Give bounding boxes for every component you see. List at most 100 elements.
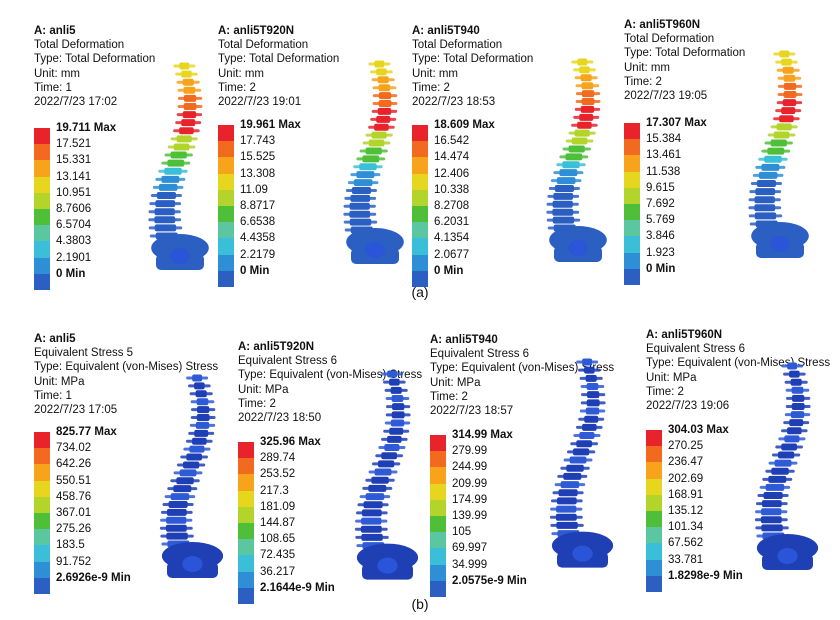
vertebra-shape xyxy=(546,200,579,208)
panel-type: Type: Equivalent (von-Mises) Stress xyxy=(34,361,219,374)
legend-label: 101.34 xyxy=(668,521,704,534)
vertebra-shape xyxy=(383,378,406,386)
vertebra-shape xyxy=(550,521,584,529)
legend-swatch xyxy=(646,430,662,447)
vertebra-shape xyxy=(550,177,582,185)
legend-label-max: 19.711 Max xyxy=(56,122,117,134)
legend-swatch xyxy=(624,155,640,172)
legend-swatch xyxy=(34,128,50,145)
vertebra-shape xyxy=(554,481,586,489)
stressed-spine-model xyxy=(754,362,819,570)
legend-swatch xyxy=(34,192,50,209)
panel-subtitle: Equivalent Stress 6 xyxy=(430,348,530,361)
vertebra-shape xyxy=(579,407,606,415)
vertebra-shape xyxy=(167,485,198,493)
legend-swatch xyxy=(646,446,662,463)
legend-swatch xyxy=(430,499,446,516)
legend-swatch xyxy=(218,125,234,142)
legend-swatch xyxy=(646,462,662,479)
vertebra-shape xyxy=(550,497,583,505)
stress-panel-anli5t920n: A: anli5T920N Equivalent Stress 6 Type: … xyxy=(238,340,438,620)
vertebra-shape xyxy=(563,456,593,464)
vertebra-shape xyxy=(762,475,793,483)
pelvis-shape xyxy=(346,228,404,264)
vertebra-shape xyxy=(576,423,603,431)
vertebra-shape xyxy=(190,398,215,406)
vertebra-shape xyxy=(770,123,798,131)
legend-swatch xyxy=(34,545,50,562)
vertebra-shape xyxy=(176,461,206,469)
legend-swatch xyxy=(412,222,428,239)
legend-label: 14.474 xyxy=(434,151,470,164)
legend-label-min: 2.0575e-9 Min xyxy=(452,574,527,587)
legend-label: 13.461 xyxy=(646,149,682,162)
vertebra-shape xyxy=(152,183,184,191)
panel-time: Time: 1 xyxy=(34,81,72,94)
vertebra-shape xyxy=(785,402,811,410)
vertebra-shape xyxy=(378,444,406,452)
vertebra-shape xyxy=(359,147,388,155)
vertebra-shape xyxy=(547,192,580,200)
vertebra-shape xyxy=(148,216,182,224)
vertebra-shape xyxy=(355,517,388,525)
legend-label: 105 xyxy=(452,526,472,539)
vertebra-shape xyxy=(150,192,182,200)
legend-swatch xyxy=(624,187,640,204)
legend-label: 181.09 xyxy=(260,500,296,513)
legend-swatch xyxy=(412,238,428,255)
legend-swatch xyxy=(218,270,234,287)
legend-swatch xyxy=(34,176,50,193)
legend-label: 15.384 xyxy=(646,133,682,146)
vertebra-shape xyxy=(759,483,791,491)
legend-label: 209.99 xyxy=(452,477,488,490)
vertebra-shape xyxy=(777,74,802,82)
vertebra-shape xyxy=(372,100,398,108)
vertebra-shape xyxy=(784,411,811,419)
legend-swatch xyxy=(430,467,446,484)
legend-label: 17.743 xyxy=(240,135,276,148)
vertebra-shape xyxy=(177,86,202,94)
legend-label: 8.7606 xyxy=(56,202,92,215)
panel-unit: Unit: mm xyxy=(412,67,458,80)
legend-label: 144.87 xyxy=(260,516,296,529)
panel-subtitle: Equivalent Stress 6 xyxy=(238,355,338,368)
vertebra-shape xyxy=(365,131,393,139)
legend-label: 7.692 xyxy=(646,197,675,210)
legend-swatch xyxy=(34,257,50,274)
pelvis-shape xyxy=(161,542,224,578)
legend-swatch xyxy=(34,273,50,290)
vertebra-shape xyxy=(773,50,796,58)
vertebra-shape xyxy=(775,58,798,66)
vertebra-shape xyxy=(557,472,588,480)
vertebra-shape xyxy=(560,464,590,472)
legend-swatch xyxy=(430,451,446,468)
deformation-panel-anli5t920n: A: anli5T920N Total Deformation Type: To… xyxy=(218,24,418,304)
stressed-spine-model xyxy=(159,374,224,578)
legend-swatch xyxy=(218,141,234,158)
legend-swatch xyxy=(646,478,662,495)
pelvis-shape xyxy=(751,222,809,258)
deformed-spine-model xyxy=(546,58,607,262)
legend-swatch xyxy=(238,442,254,459)
legend-swatch xyxy=(412,270,428,287)
panel-info: A: anli5T940 Total Deformation Type: Tot… xyxy=(412,24,533,109)
panel-title: A: anli5T960N xyxy=(646,329,723,341)
legend-swatch xyxy=(646,494,662,511)
panel-unit: Unit: mm xyxy=(34,67,80,80)
stressed-spine-model xyxy=(549,358,614,568)
legend-swatch xyxy=(238,571,254,588)
panel-time: Time: 2 xyxy=(412,81,450,94)
vertebra-shape xyxy=(546,208,580,216)
vertebra-shape xyxy=(559,153,589,161)
vertebra-shape xyxy=(571,58,594,66)
deformation-panel-anli5t960n: A: anli5T960N Total Deformation Type: To… xyxy=(624,18,824,298)
vertebra-shape xyxy=(755,500,788,508)
legend-label-max: 825.77 Max xyxy=(56,426,117,438)
vertebra-shape xyxy=(191,406,216,414)
legend-label: 69.997 xyxy=(452,542,488,555)
vertebra-shape xyxy=(761,147,791,155)
vertebra-shape xyxy=(752,171,784,179)
legend-label: 36.217 xyxy=(260,565,296,578)
legend-label: 458.76 xyxy=(56,490,92,503)
vertebra-shape xyxy=(579,374,603,382)
